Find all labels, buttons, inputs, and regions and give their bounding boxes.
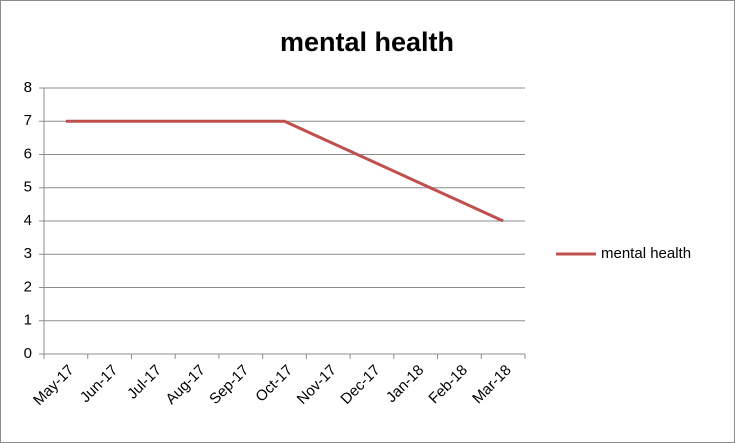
y-tick-label: 7 <box>24 112 32 129</box>
y-tick-label: 2 <box>24 278 32 295</box>
y-tick-label: 0 <box>24 345 32 362</box>
y-tick-label: 5 <box>24 179 32 196</box>
y-tick-label: 3 <box>24 245 32 262</box>
y-tick-label: 1 <box>24 312 32 329</box>
chart-title: mental health <box>280 27 454 57</box>
y-tick-label: 6 <box>24 145 32 162</box>
y-tick-label: 4 <box>24 212 32 229</box>
data-line <box>65 119 504 223</box>
legend-label: mental health <box>601 245 691 262</box>
y-tick-label: 8 <box>24 79 32 96</box>
